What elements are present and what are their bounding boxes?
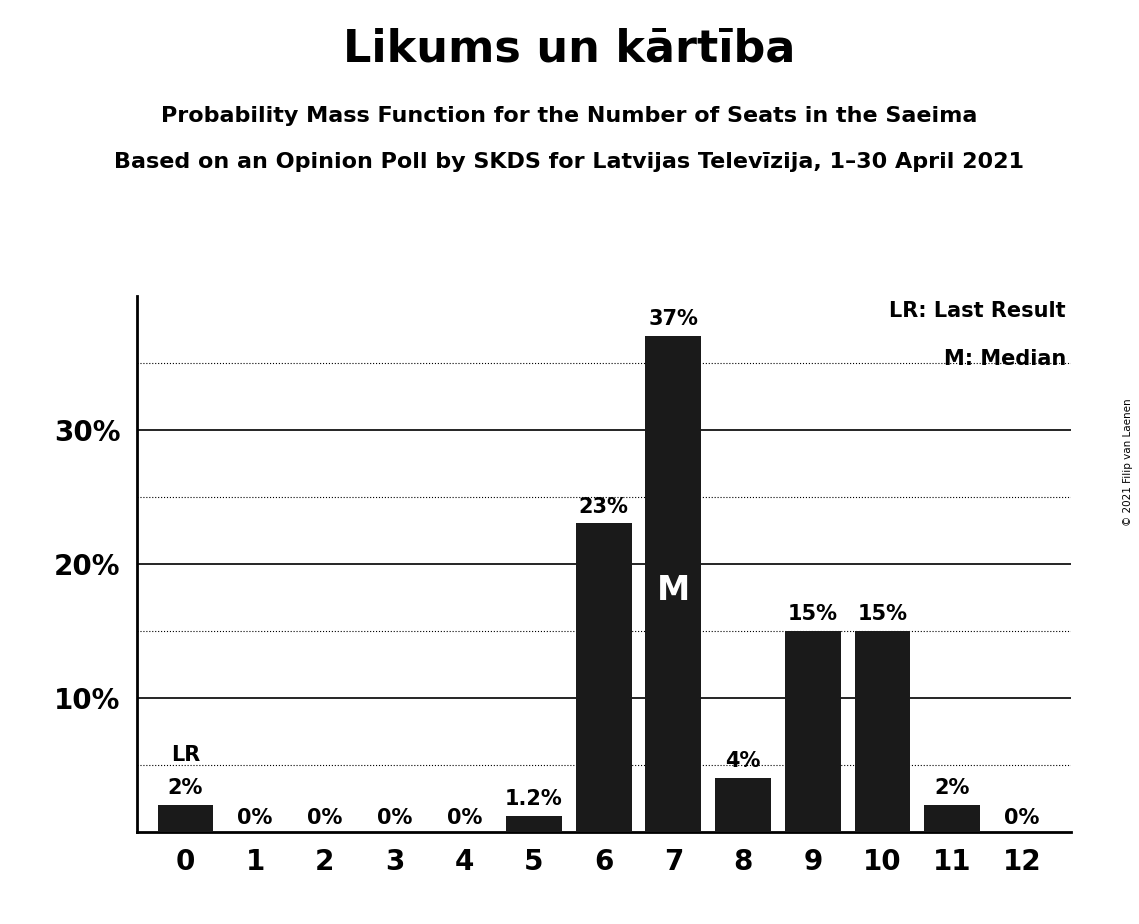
Text: 0%: 0% (308, 808, 343, 828)
Text: © 2021 Filip van Laenen: © 2021 Filip van Laenen (1123, 398, 1133, 526)
Bar (785, 630, 841, 832)
Bar (854, 630, 910, 832)
Text: 1.2%: 1.2% (505, 789, 563, 808)
Text: 2%: 2% (167, 778, 203, 798)
Text: 0%: 0% (238, 808, 273, 828)
Text: M: M (657, 574, 690, 607)
Text: Based on an Opinion Poll by SKDS for Latvijas Televīzija, 1–30 April 2021: Based on an Opinion Poll by SKDS for Lat… (115, 152, 1024, 173)
Text: 37%: 37% (648, 310, 698, 329)
Bar (715, 778, 771, 832)
Bar (924, 805, 980, 832)
Text: 15%: 15% (788, 604, 838, 624)
Text: LR: LR (171, 745, 200, 765)
Bar (157, 805, 213, 832)
Text: 0%: 0% (377, 808, 412, 828)
Text: Likums un kārtība: Likums un kārtība (343, 28, 796, 71)
Bar (576, 523, 631, 832)
Text: 0%: 0% (446, 808, 482, 828)
Bar (506, 816, 562, 832)
Text: M: Median: M: Median (944, 349, 1066, 370)
Text: 15%: 15% (858, 604, 908, 624)
Text: 2%: 2% (934, 778, 969, 798)
Text: 23%: 23% (579, 497, 629, 517)
Bar (646, 336, 702, 832)
Text: LR: Last Result: LR: Last Result (890, 301, 1066, 321)
Text: 0%: 0% (1005, 808, 1040, 828)
Text: 4%: 4% (726, 751, 761, 772)
Text: Probability Mass Function for the Number of Seats in the Saeima: Probability Mass Function for the Number… (162, 106, 977, 127)
